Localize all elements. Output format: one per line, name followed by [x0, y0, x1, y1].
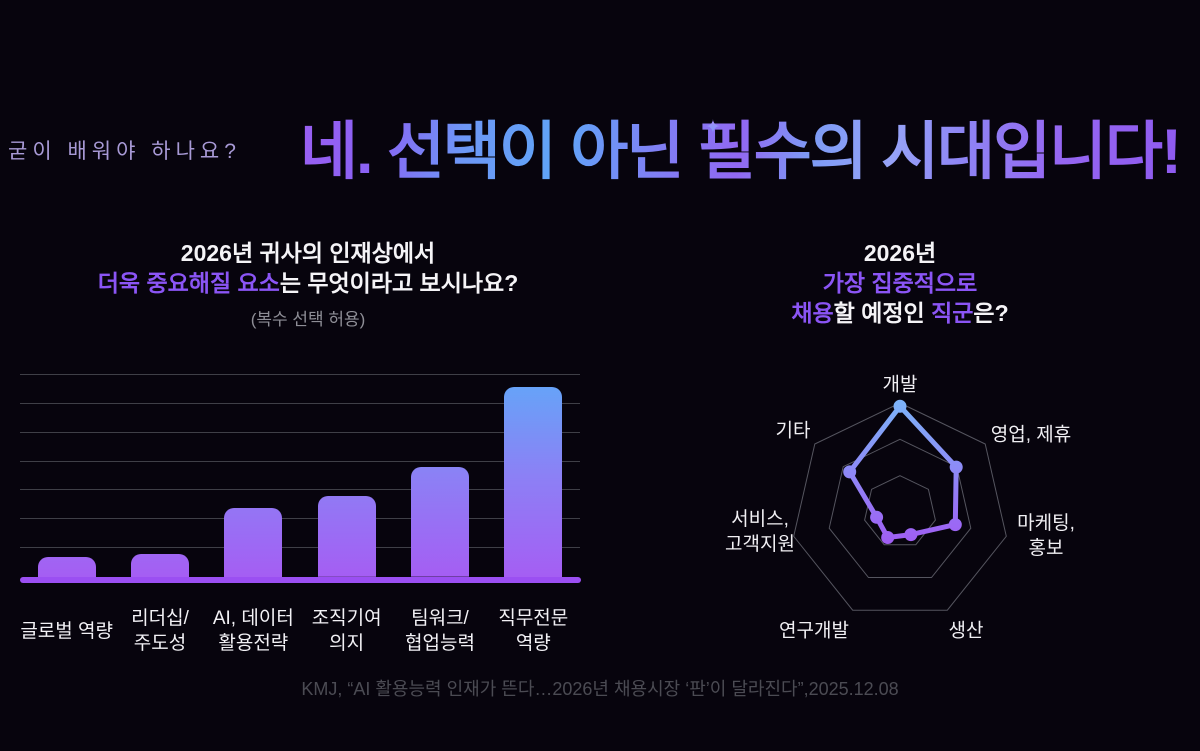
radar-data-point-0 — [893, 399, 907, 413]
radar-grid-rings — [793, 402, 1007, 611]
radar-data-point-2 — [948, 518, 962, 532]
bar-chart-title-rest: 는 무엇이라고 보시나요? — [279, 270, 519, 296]
gridline — [20, 374, 580, 375]
bar-chart-subtitle: (복수 선택 허용) — [250, 310, 366, 329]
bar-category-2: AI, 데이터 활용전략 — [212, 608, 294, 654]
radar-axis-label-1: 영업, 제휴 — [990, 424, 1072, 446]
bar-category-1: 리더십/주도성 — [131, 608, 189, 654]
bar-chart-title-highlight: 더욱 중요해질 요소 — [97, 270, 280, 296]
radar-title-plain1: 할 예정인 — [833, 300, 932, 326]
radar-title-line2: 가장 집중적으로 — [822, 270, 978, 296]
bar-chart-title: 2026년 귀사의 인재상에서 더욱 중요해질 요소는 무엇이라고 보시나요? … — [24, 238, 592, 335]
bar-chart — [20, 374, 580, 577]
radar-title-plain2: 은? — [973, 300, 1009, 326]
radar-axis-label-0: 개발 — [882, 374, 918, 396]
citation: KMJ, “AI 활용능력 인재가 뜬다…2026년 채용시장 ‘판’이 달라진… — [301, 679, 899, 699]
sparkle-icon: ✦ — [705, 117, 721, 138]
radar-axis-label-6: 기타 — [775, 420, 811, 442]
radar-ring-3 — [793, 402, 1007, 611]
radar-axis-label-3: 생산 — [948, 620, 984, 642]
gridline — [20, 489, 580, 491]
radar-title-hl2: 직군 — [931, 300, 974, 326]
bar-category-4: 팀워크/협업능력 — [405, 608, 475, 654]
radar-data-point-1 — [949, 460, 963, 474]
radar-ring-1 — [864, 475, 936, 546]
kicker-text: 굳이 배워야 하나요? — [8, 140, 241, 163]
bar-chart-category-labels: 글로벌 역량 리더십/주도성 AI, 데이터 활용전략 조직기여 의지 팀워크/협업능력 직무… — [20, 604, 580, 658]
gridline — [20, 431, 580, 433]
radar-axis-label-5: 서비스, 고객지원 — [725, 509, 795, 555]
radar-chart — [793, 399, 1007, 611]
radar-chart-title: 2026년 가장 집중적으로 채용할 예정인 직군은? — [720, 238, 1080, 328]
bar-1 — [131, 553, 189, 577]
bar-chart-title-line1: 2026년 귀사의 인재상에서 — [180, 240, 436, 266]
radar-title-line3: 채용할 예정인 직군은? — [720, 298, 1080, 328]
x-axis-line — [20, 577, 581, 583]
radar-axis-label-4: 연구개발 — [779, 620, 849, 642]
bar-category-3: 조직기여 의지 — [311, 608, 382, 654]
radar-data-point-3 — [904, 528, 918, 542]
radar-title-line1: 2026년 — [863, 240, 937, 266]
bar-chart-title-line2: 더욱 중요해질 요소는 무엇이라고 보시나요? — [24, 268, 592, 298]
gridline — [20, 460, 580, 462]
bar-category-0: 글로벌 역량 — [20, 620, 113, 642]
radar-data-point-5 — [870, 510, 884, 524]
bar-2 — [224, 507, 283, 577]
radar-data-point-6 — [843, 465, 857, 479]
gridline — [20, 547, 580, 549]
radar-data-point-4 — [881, 531, 895, 544]
radar-data-polygon — [847, 403, 959, 540]
bar-0 — [37, 556, 96, 577]
bar-5 — [504, 386, 563, 577]
gridline — [20, 518, 580, 520]
radar-title-hl1: 채용 — [791, 300, 834, 326]
radar-ring-2 — [828, 438, 972, 578]
bar-4 — [411, 467, 469, 577]
radar-data-series — [843, 399, 963, 544]
bar-category-5: 직무전문 역량 — [498, 608, 569, 654]
main-headline: 네. 선택이 아닌 필수의 시대입니다! — [300, 101, 1182, 192]
gridline — [20, 402, 580, 404]
bar-3 — [317, 496, 376, 577]
radar-axis-label-2: 마케팅, 홍보 — [1017, 513, 1075, 559]
